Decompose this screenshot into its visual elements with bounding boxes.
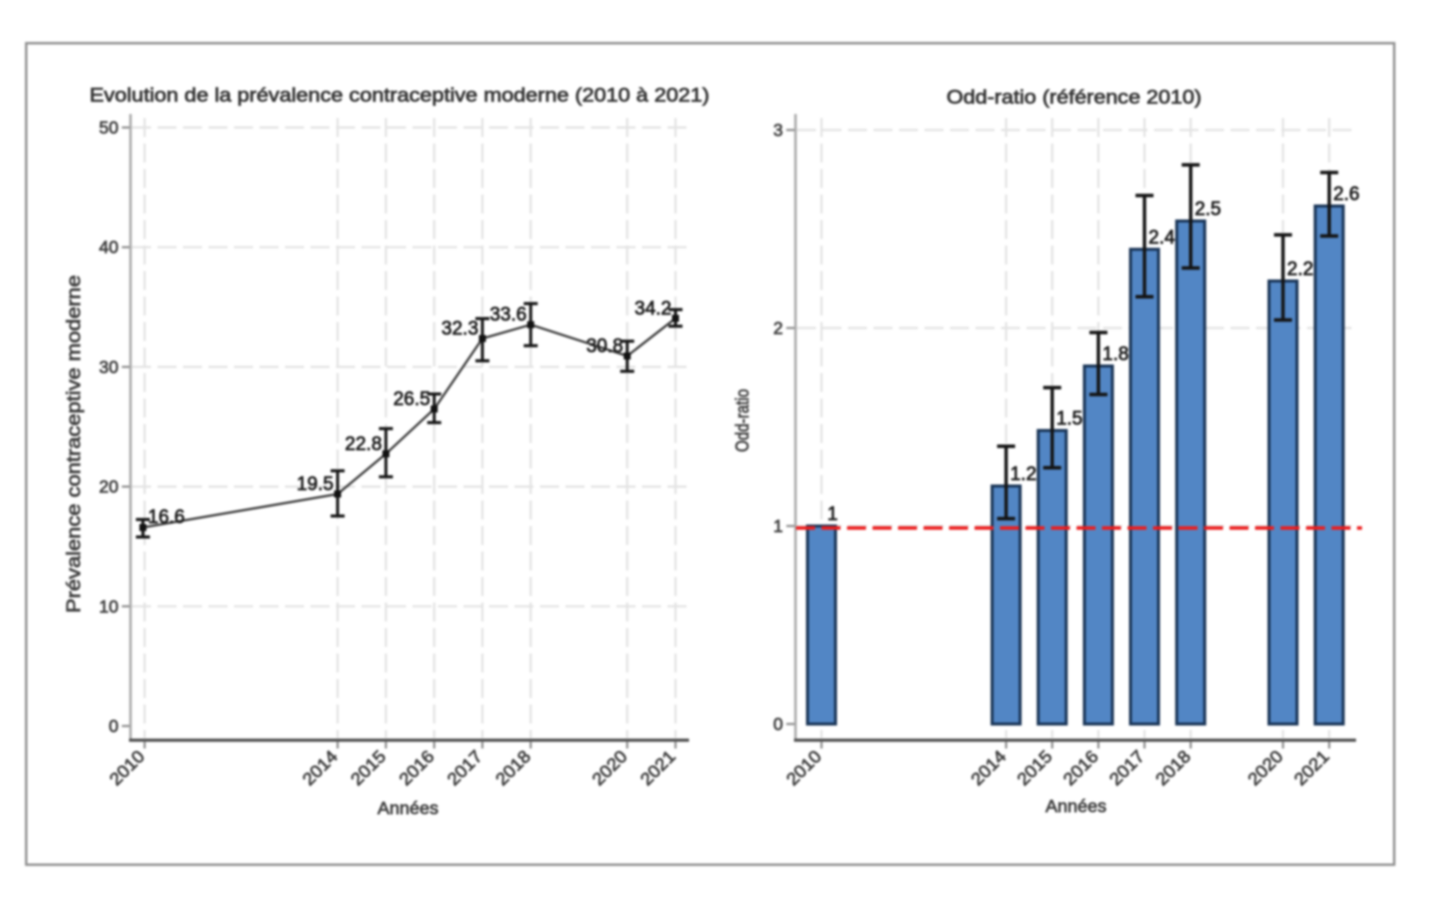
svg-text:22.8: 22.8 bbox=[345, 434, 382, 455]
svg-text:Années: Années bbox=[378, 798, 439, 818]
svg-text:3: 3 bbox=[773, 120, 783, 140]
svg-text:2.5: 2.5 bbox=[1195, 199, 1221, 220]
svg-text:50: 50 bbox=[99, 118, 119, 138]
svg-text:30.8: 30.8 bbox=[586, 336, 623, 357]
svg-text:20: 20 bbox=[99, 477, 119, 497]
svg-text:Années: Années bbox=[1046, 796, 1107, 816]
svg-text:Odd-ratio: Odd-ratio bbox=[733, 389, 753, 452]
svg-text:2: 2 bbox=[773, 318, 783, 338]
svg-text:2.6: 2.6 bbox=[1333, 184, 1359, 205]
svg-text:1.5: 1.5 bbox=[1056, 409, 1082, 430]
svg-text:26.5: 26.5 bbox=[393, 389, 430, 410]
svg-text:1: 1 bbox=[827, 504, 838, 525]
svg-text:30: 30 bbox=[99, 357, 119, 377]
svg-text:2.4: 2.4 bbox=[1149, 227, 1176, 248]
svg-text:33.6: 33.6 bbox=[490, 305, 527, 326]
svg-text:0: 0 bbox=[109, 716, 119, 736]
svg-text:34.2: 34.2 bbox=[635, 298, 672, 319]
svg-text:0: 0 bbox=[773, 714, 783, 734]
svg-text:Odd-ratio (référence 2010): Odd-ratio (référence 2010) bbox=[947, 88, 1202, 109]
svg-text:40: 40 bbox=[99, 237, 119, 257]
svg-text:19.5: 19.5 bbox=[297, 474, 334, 495]
svg-text:Evolution de la prévalence con: Evolution de la prévalence contraceptive… bbox=[90, 86, 710, 107]
svg-text:32.3: 32.3 bbox=[441, 319, 478, 340]
svg-text:1: 1 bbox=[773, 516, 783, 536]
svg-text:2.2: 2.2 bbox=[1287, 259, 1313, 280]
svg-text:16.6: 16.6 bbox=[148, 507, 185, 528]
svg-text:Prévalence contraceptive moder: Prévalence contraceptive moderne bbox=[64, 275, 85, 613]
svg-text:1.2: 1.2 bbox=[1010, 464, 1036, 485]
svg-text:10: 10 bbox=[99, 596, 119, 616]
svg-text:1.8: 1.8 bbox=[1102, 344, 1128, 365]
